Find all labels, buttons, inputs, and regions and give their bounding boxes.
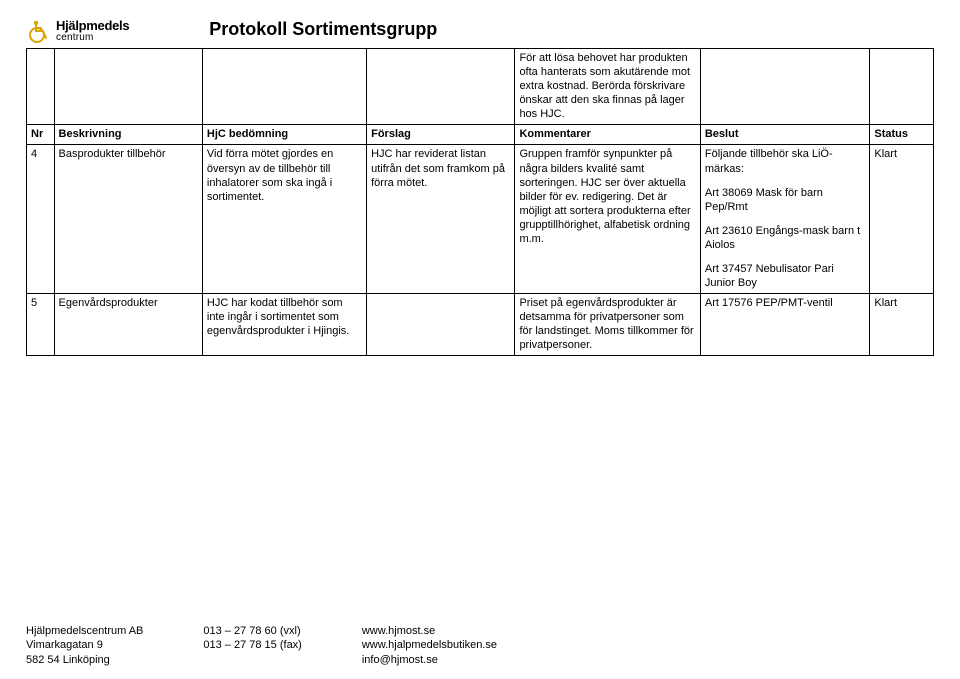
page-title: Protokoll Sortimentsgrupp [209,18,437,40]
cell-stat: Klart [870,294,934,356]
table-row: 5 Egenvårdsprodukter HJC har kodat tillb… [27,294,934,356]
footer-line: Hjälpmedelscentrum AB [26,624,143,638]
cell-kom: Priset på egenvårdsprodukter är detsamma… [515,294,700,356]
col-for: Förslag [367,125,515,145]
table-row: 4 Basprodukter tillbehör Vid förra mötet… [27,145,934,294]
protocol-table: För att lösa behovet har produkten ofta … [26,48,934,356]
cell-besl: Följande tillbehör ska LiÖ-märkas: Art 3… [700,145,870,294]
footer-line: 013 – 27 78 15 (fax) [203,638,301,652]
footer-line: Vimarkagatan 9 [26,638,143,652]
cell-besk: Basprodukter tillbehör [54,145,202,294]
cell-empty [870,49,934,125]
footer-line: www.hjalpmedelsbutiken.se [362,638,497,652]
cell-bed: HJC har kodat tillbehör som inte ingår i… [202,294,366,356]
col-bed: HjC bedömning [202,125,366,145]
besl-intro: Följande tillbehör ska LiÖ-märkas: [705,147,866,175]
logo-text: Hjälpmedels centrum [56,19,129,43]
table-header-row: Nr Beskrivning HjC bedömning Förslag Kom… [27,125,934,145]
cell-empty [367,49,515,125]
logo: Hjälpmedels centrum [26,18,129,44]
cell-besl: Art 17576 PEP/PMT-ventil [700,294,870,356]
header: Hjälpmedels centrum Protokoll Sortiments… [26,18,934,44]
logo-line2: centrum [56,33,129,44]
cell-empty [202,49,366,125]
cell-empty [700,49,870,125]
footer-line: www.hjmost.se [362,624,497,638]
cell-empty [54,49,202,125]
footer-line: 013 – 27 78 60 (vxl) [203,624,301,638]
intro-row: För att lösa behovet har produkten ofta … [27,49,934,125]
footer-line: 582 54 Linköping [26,653,143,667]
col-besl: Beslut [700,125,870,145]
logo-line1: Hjälpmedels [56,19,129,33]
col-stat: Status [870,125,934,145]
cell-for [367,294,515,356]
besl-item: Art 37457 Nebulisator Pari Junior Boy [705,262,866,290]
footer-address: Hjälpmedelscentrum AB Vimarkagatan 9 582… [26,624,143,667]
cell-for: HJC har reviderat listan utifrån det som… [367,145,515,294]
footer-phone: 013 – 27 78 60 (vxl) 013 – 27 78 15 (fax… [203,624,301,667]
cell-nr: 5 [27,294,55,356]
col-kom: Kommentarer [515,125,700,145]
footer-line: info@hjmost.se [362,653,497,667]
cell-besk: Egenvårdsprodukter [54,294,202,356]
besl-item: Art 23610 Engångs-mask barn t Aiolos [705,224,866,252]
footer: Hjälpmedelscentrum AB Vimarkagatan 9 582… [26,624,497,667]
cell-nr: 4 [27,145,55,294]
cell-bed: Vid förra mötet gjordes en översyn av de… [202,145,366,294]
col-besk: Beskrivning [54,125,202,145]
cell-stat: Klart [870,145,934,294]
besl-item: Art 38069 Mask för barn Pep/Rmt [705,186,866,214]
besl-top: Art 17576 PEP/PMT-ventil [705,296,866,310]
col-nr: Nr [27,125,55,145]
footer-links: www.hjmost.se www.hjalpmedelsbutiken.se … [362,624,497,667]
cell-empty [27,49,55,125]
intro-text: För att lösa behovet har produkten ofta … [515,49,700,125]
cell-kom: Gruppen framför synpunkter på några bild… [515,145,700,294]
wheelchair-icon [26,18,52,44]
